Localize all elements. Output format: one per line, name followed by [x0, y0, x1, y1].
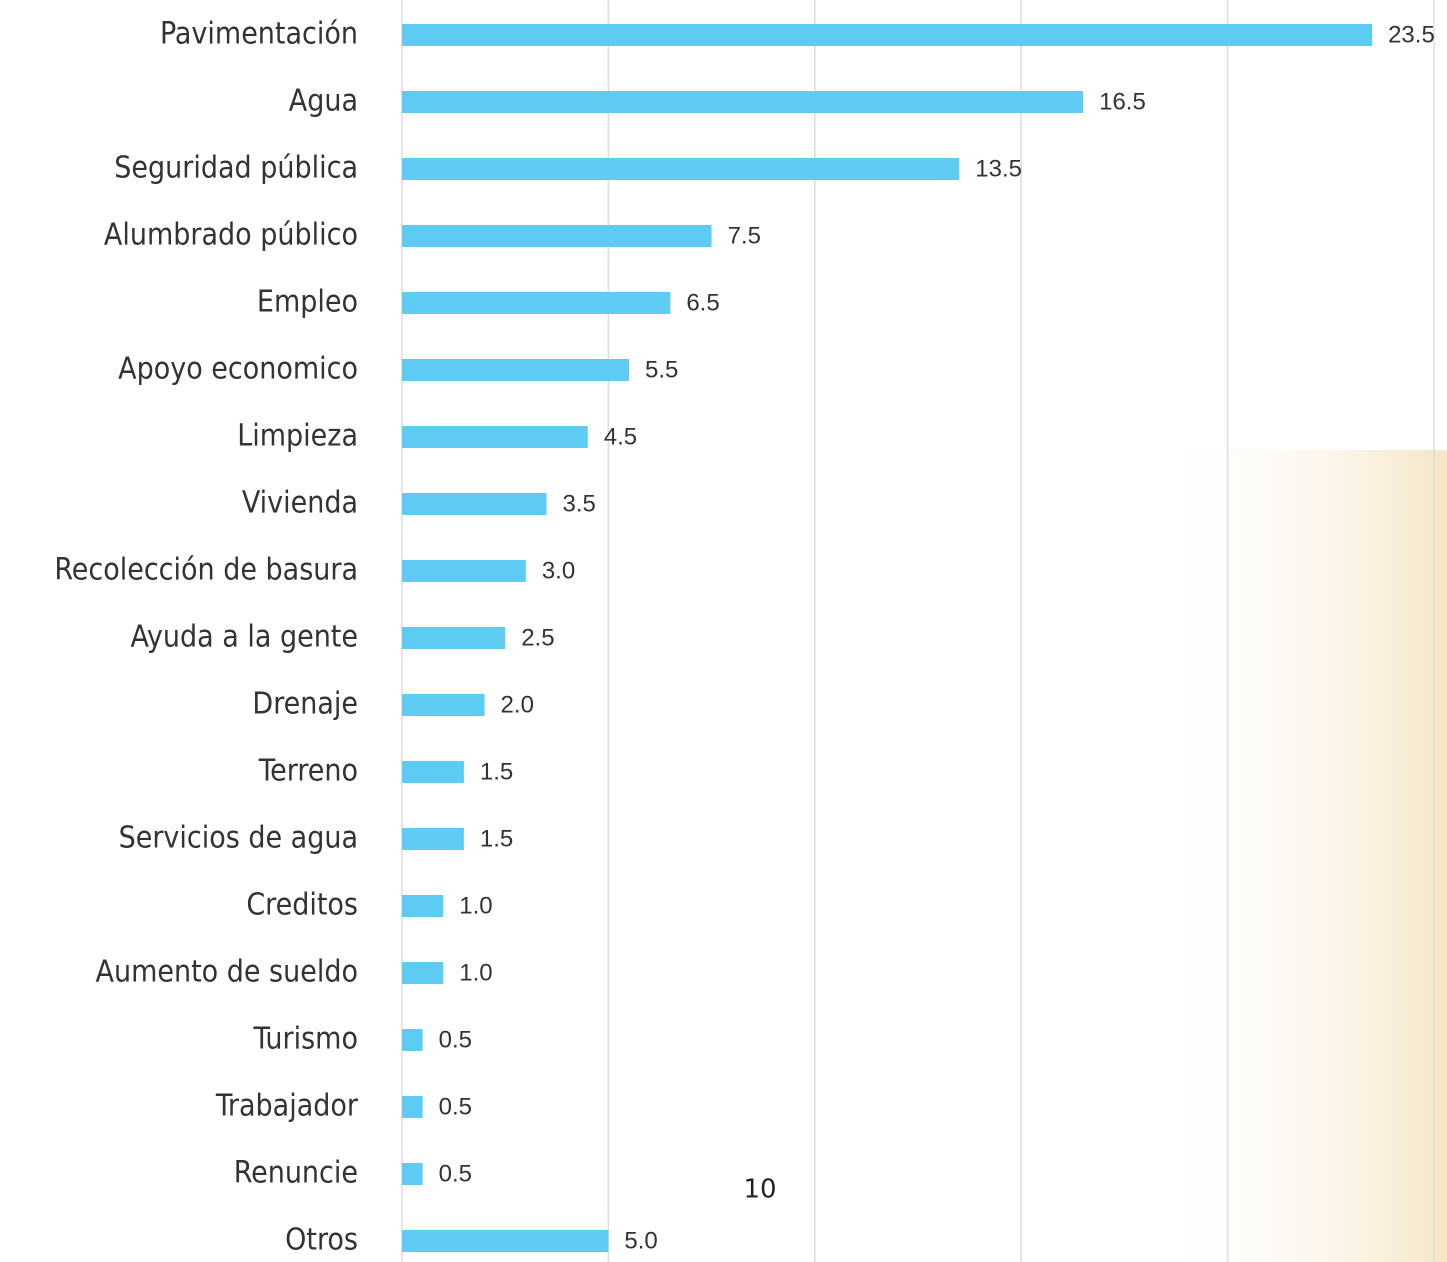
- bar: [402, 1230, 609, 1252]
- y-tick-label: Renuncie: [234, 1156, 358, 1191]
- bar: [402, 962, 444, 984]
- data-label: 2.0: [501, 691, 534, 718]
- data-label: 7.5: [728, 222, 761, 249]
- y-tick-label: Pavimentación: [160, 17, 358, 52]
- data-label: 4.5: [604, 423, 637, 450]
- data-label: 0.5: [439, 1026, 472, 1053]
- bar: [402, 694, 485, 716]
- bar: [402, 1163, 423, 1185]
- data-label: 5.5: [645, 356, 678, 383]
- bar: [402, 627, 506, 649]
- data-label: 16.5: [1099, 88, 1146, 115]
- data-label: 2.5: [521, 624, 554, 651]
- data-label: 13.5: [975, 155, 1022, 182]
- data-label: 3.5: [562, 490, 595, 517]
- data-label: 1.0: [459, 959, 492, 986]
- bar: [402, 1096, 423, 1118]
- data-label: 6.5: [686, 289, 719, 316]
- data-label: 0.5: [439, 1160, 472, 1187]
- data-label: 0.5: [439, 1093, 472, 1120]
- bar: [402, 225, 712, 247]
- y-tick-label: Aumento de sueldo: [96, 955, 359, 990]
- y-tick-label: Empleo: [257, 285, 358, 320]
- bar: [402, 91, 1084, 113]
- bar: [402, 493, 547, 515]
- y-tick-label: Agua: [289, 84, 358, 119]
- bar: [402, 158, 960, 180]
- bar: [402, 1029, 423, 1051]
- bar: [402, 24, 1373, 46]
- data-label: 1.5: [480, 825, 513, 852]
- y-tick-label: Limpieza: [237, 419, 358, 454]
- bar: [402, 761, 464, 783]
- y-tick-label: Otros: [285, 1223, 358, 1258]
- y-tick-label: Drenaje: [252, 687, 358, 722]
- bar: [402, 359, 630, 381]
- y-tick-label: Ayuda a la gente: [130, 620, 358, 655]
- y-tick-label: Terreno: [258, 754, 358, 789]
- bar: [402, 292, 671, 314]
- y-tick-label: Alumbrado público: [104, 218, 358, 253]
- y-tick-label: Vivienda: [242, 486, 358, 521]
- y-tick-label: Seguridad pública: [114, 151, 358, 186]
- y-tick-label: Creditos: [246, 888, 358, 923]
- y-tick-label: Apoyo economico: [118, 352, 358, 387]
- data-label: 1.0: [459, 892, 492, 919]
- y-tick-label: Recolección de basura: [54, 553, 358, 588]
- data-label: 5.0: [624, 1227, 657, 1254]
- y-tick-label: Turismo: [253, 1022, 359, 1057]
- y-tick-label: Trabajador: [215, 1089, 359, 1124]
- data-label: 3.0: [542, 557, 575, 584]
- data-label: 1.5: [480, 758, 513, 785]
- y-tick-label: Servicios de agua: [119, 821, 358, 856]
- bar: [402, 560, 526, 582]
- annotation: 10: [743, 1175, 776, 1205]
- bar: [402, 895, 444, 917]
- bar: [402, 426, 588, 448]
- data-label: 23.5: [1388, 21, 1435, 48]
- background-image: [1150, 450, 1447, 1262]
- bar: [402, 828, 464, 850]
